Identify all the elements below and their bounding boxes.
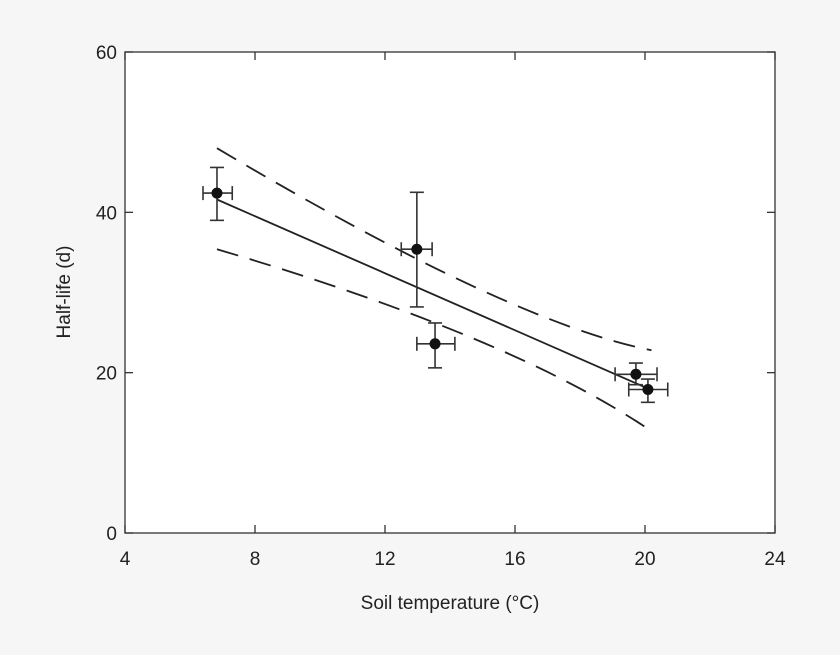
lower-confidence-band [216, 248, 653, 432]
upper-confidence-band [216, 147, 652, 352]
plot-area [124, 51, 776, 534]
data-point [630, 368, 642, 380]
data-point [429, 338, 441, 350]
data-point [211, 187, 223, 199]
data-point-group [400, 191, 433, 308]
y-tick-label: 60 [96, 43, 117, 64]
x-tick-label: 4 [120, 549, 131, 570]
data-point [411, 243, 423, 255]
x-tick-label: 12 [374, 549, 395, 570]
x-tick-label: 8 [250, 549, 261, 570]
y-tick-label: 40 [96, 203, 117, 224]
data-point [642, 384, 654, 396]
data-point-group [202, 166, 234, 222]
x-axis-label: Soil temperature (°C) [361, 593, 540, 614]
data-point-group [416, 322, 456, 369]
y-tick-label: 20 [96, 364, 117, 385]
data-point-group [627, 378, 669, 404]
regression-line [216, 198, 649, 390]
y-axis-label: Half-life (d) [54, 246, 75, 339]
x-tick-label: 20 [634, 549, 655, 570]
data-point-group [614, 362, 658, 386]
x-tick-label: 24 [764, 549, 786, 570]
x-tick-label: 16 [504, 549, 525, 570]
y-tick-label: 0 [106, 524, 117, 545]
